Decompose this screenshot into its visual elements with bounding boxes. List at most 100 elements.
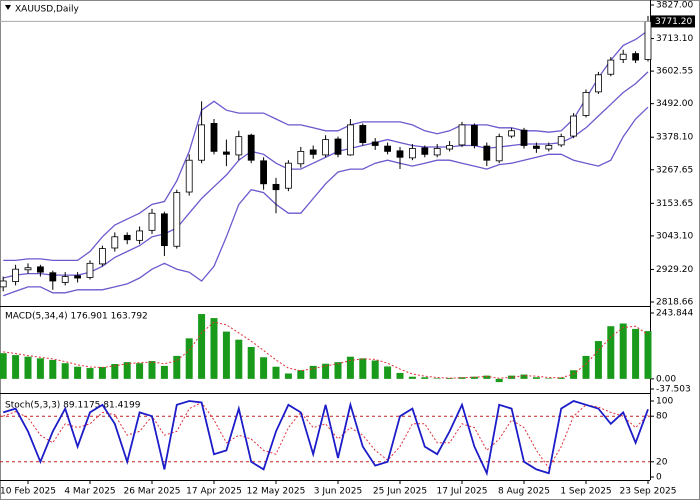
candle-body <box>198 124 206 161</box>
candle-body <box>111 236 119 249</box>
chart-title: XAUUSD,Daily <box>15 5 79 15</box>
candle-body <box>61 276 69 283</box>
candle-body <box>322 139 330 156</box>
macd-bar <box>532 377 540 379</box>
candle-body <box>458 124 466 146</box>
macd-bar <box>210 318 218 379</box>
macd-bar <box>36 358 44 379</box>
macd-bar <box>111 364 119 379</box>
candle-body <box>12 268 20 282</box>
y-tick-label: 20 <box>656 457 668 467</box>
candle-body <box>483 145 491 161</box>
candle-body <box>260 160 268 185</box>
candle-body <box>272 183 280 191</box>
candle-body <box>557 136 565 146</box>
current-price-label: 3771.20 <box>655 17 692 27</box>
macd-bar <box>235 339 243 379</box>
x-tick-label: 17 Jul 2025 <box>437 487 488 497</box>
macd-bar <box>644 331 652 379</box>
bollinger-lower <box>2 106 649 297</box>
macd-bar <box>619 323 627 379</box>
macd-bar <box>123 362 131 379</box>
macd-bar <box>86 368 94 379</box>
y-tick-label: 3378.10 <box>656 133 693 143</box>
macd-bar <box>446 378 454 379</box>
macd-bar <box>594 341 602 379</box>
x-tick-label: 12 May 2025 <box>247 487 306 497</box>
candle-body <box>24 267 32 271</box>
bollinger-middle <box>3 71 649 279</box>
candle-body <box>334 138 342 155</box>
candle-body <box>508 130 516 137</box>
candle-body <box>607 59 615 75</box>
macd-bar <box>545 378 553 379</box>
candle-body <box>309 149 317 155</box>
candle-body <box>359 125 367 143</box>
y-tick-label: 0.00 <box>656 374 676 384</box>
macd-bar <box>384 366 392 379</box>
candle-body <box>644 21 652 60</box>
candle-body <box>396 150 404 158</box>
candle-body <box>346 124 354 156</box>
macd-bar <box>272 366 280 379</box>
candle-body <box>520 129 528 146</box>
candle-body <box>247 134 255 161</box>
candle-body <box>0 280 7 288</box>
macd-bar <box>632 328 640 379</box>
candle-body <box>595 74 602 93</box>
macd-bar <box>12 355 20 379</box>
candle-body <box>74 275 81 279</box>
candle-body <box>185 159 193 193</box>
macd-signal <box>3 321 649 379</box>
y-tick-label: 3492.00 <box>656 99 693 109</box>
candle-body <box>632 53 639 61</box>
macd-bar <box>309 365 317 379</box>
x-tick-label: 25 Jun 2025 <box>373 487 427 497</box>
candle-body <box>495 136 503 162</box>
candle-body <box>619 53 627 60</box>
macd-bar <box>408 376 416 379</box>
macd-bar <box>582 355 590 379</box>
candle-body <box>173 192 181 247</box>
macd-bar <box>222 331 230 379</box>
candle-body <box>123 234 131 241</box>
x-tick-label: 23 Sep 2025 <box>619 487 676 497</box>
macd-bar <box>260 357 268 379</box>
macd-bar <box>570 370 578 379</box>
x-tick-label: 8 Aug 2025 <box>498 487 550 497</box>
y-tick-label: 243.844 <box>656 309 693 319</box>
candle-body <box>545 145 553 150</box>
stoch-k <box>2 400 649 477</box>
macd-bar <box>160 365 168 379</box>
y-tick-label: 2818.66 <box>656 298 693 308</box>
macd-bar <box>396 372 404 379</box>
x-tick-label: 1 Sep 2025 <box>560 487 611 497</box>
candle-body <box>86 262 94 278</box>
macd-bar <box>74 366 82 379</box>
x-tick-label: 4 Mar 2025 <box>64 487 115 497</box>
macd-bar <box>495 378 503 383</box>
y-tick-label: 0 <box>656 473 662 483</box>
candle-body <box>49 272 57 282</box>
y-tick-label: 100 <box>656 397 673 407</box>
candle-body <box>582 92 590 116</box>
candle-body <box>37 266 44 273</box>
candle-body <box>148 212 156 231</box>
candle-body <box>446 145 454 150</box>
candle-body <box>235 136 243 156</box>
candle-body <box>371 141 379 146</box>
y-tick-label: 2929.20 <box>656 265 693 275</box>
macd-bar <box>607 326 615 379</box>
macd-bar <box>508 375 516 379</box>
x-tick-label: 3 Jun 2025 <box>314 487 362 497</box>
macd-bar <box>557 377 565 379</box>
y-tick-label: 3602.55 <box>656 67 693 77</box>
macd-bar <box>470 376 478 379</box>
macd-bar <box>334 362 342 379</box>
macd-bar <box>346 356 354 379</box>
candle-body <box>421 147 429 155</box>
macd-bar <box>0 353 7 379</box>
candle-body <box>160 213 168 247</box>
macd-bar <box>322 363 330 379</box>
